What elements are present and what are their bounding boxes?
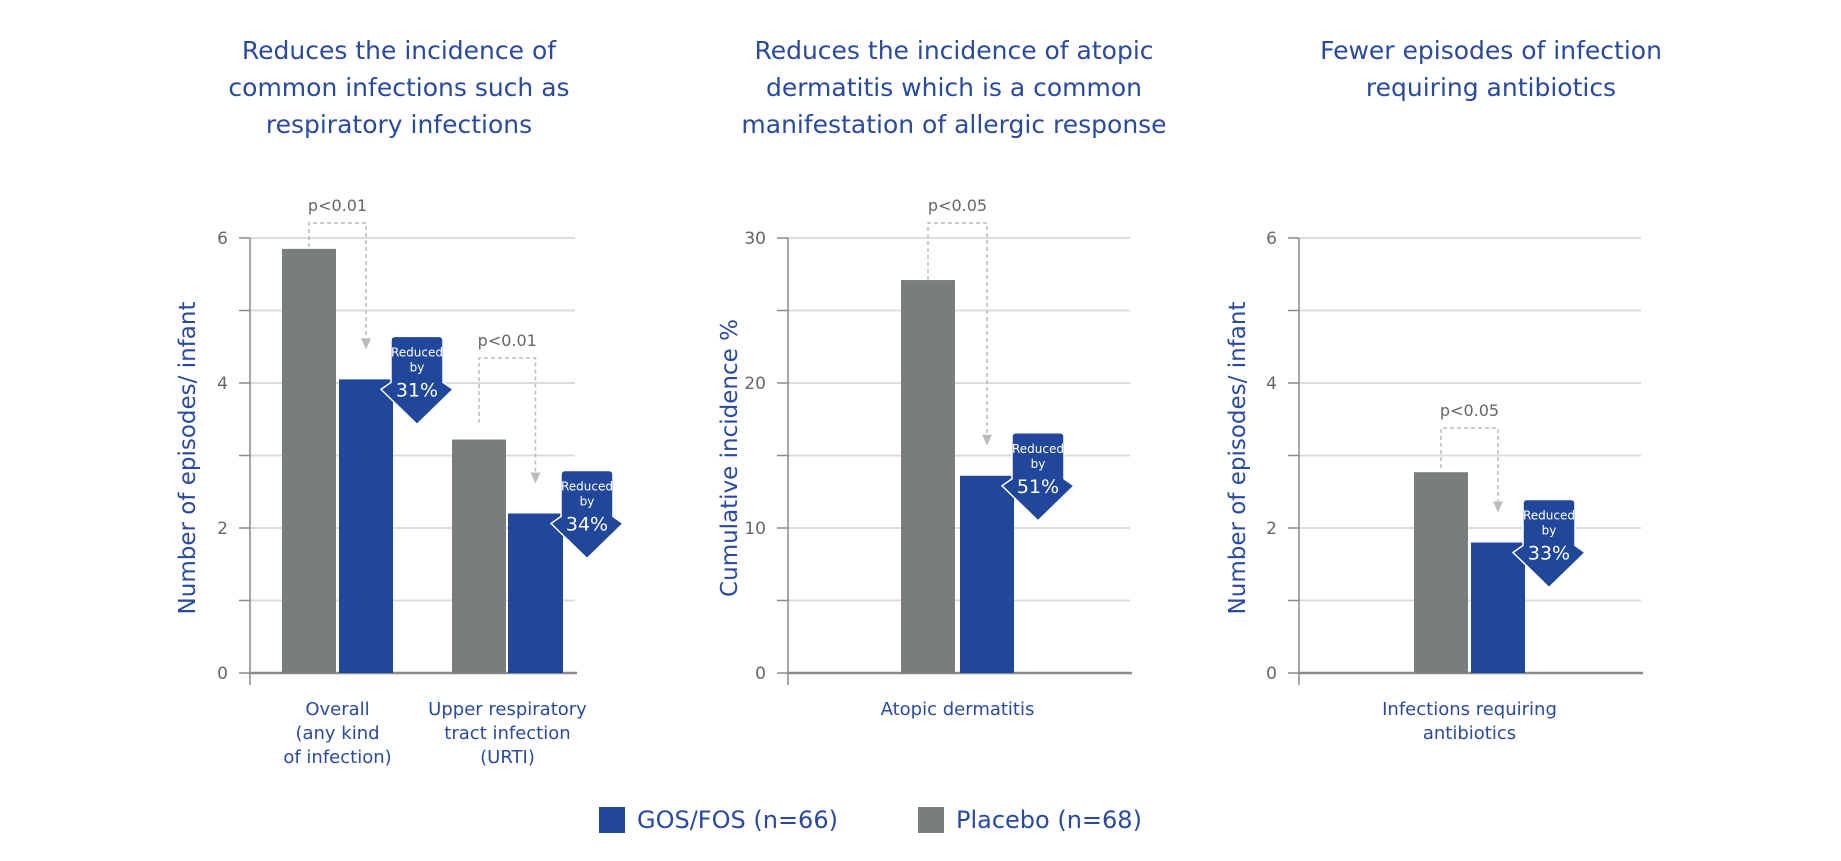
y-tick-label: 0 — [755, 664, 766, 684]
bar-gos — [508, 513, 563, 673]
bracket-arrowhead — [1493, 501, 1503, 513]
badge-text: by — [1542, 524, 1557, 538]
p-value-label: p<0.05 — [928, 196, 987, 215]
y-tick-label: 4 — [217, 374, 228, 394]
bar-gos — [339, 379, 393, 673]
chart-title: Reduces the incidence of common infection… — [139, 32, 659, 143]
y-axis-label: Number of episodes/ infant — [175, 301, 201, 615]
chart-title-line: Reduces the incidence of atopic — [754, 36, 1154, 65]
p-value-bracket — [478, 357, 537, 479]
chart-title-line: common infections such as — [228, 73, 570, 102]
p-value-bracket — [308, 222, 367, 345]
chart-title-line: dermatitis which is a common — [765, 73, 1143, 102]
chart-title-line: Fewer episodes of infection — [1320, 36, 1662, 65]
category-label: Overall (any kind of infection) — [283, 698, 391, 770]
legend-label-placebo: Placebo (n=68) — [956, 806, 1142, 834]
bracket-arrowhead — [530, 472, 541, 484]
category-label-line: Overall — [305, 699, 370, 720]
bracket-arrowhead — [982, 434, 992, 446]
legend-label-gos: GOS/FOS (n=66) — [637, 806, 838, 834]
badge-text: by — [410, 360, 425, 374]
y-tick-label: 30 — [744, 229, 766, 249]
chart-title: Reduces the incidence of atopic dermatiti… — [694, 32, 1214, 143]
bar-placebo — [452, 439, 506, 673]
badge-text: by — [580, 495, 595, 509]
badge-text: 31% — [396, 379, 438, 401]
bar-gos — [1471, 542, 1525, 673]
reduction-arrow-badge — [549, 469, 625, 560]
category-label: Infections requiring antibiotics — [1382, 698, 1557, 746]
reduction-arrow-badge — [379, 335, 455, 426]
legend-swatch-gos — [599, 807, 625, 833]
p-value-label: p<0.05 — [1440, 401, 1499, 420]
y-tick-label: 10 — [744, 519, 766, 539]
y-tick-label: 4 — [1266, 374, 1277, 394]
bar-placebo — [282, 248, 336, 673]
p-value-bracket — [927, 222, 988, 441]
bracket-arrowhead — [361, 338, 371, 350]
reduction-arrow-badge — [1511, 498, 1587, 589]
p-value-label: p<0.01 — [478, 331, 537, 350]
reduction-arrow-badge — [1000, 432, 1076, 522]
category-label-line: tract infection — [444, 723, 571, 744]
p-value-label: p<0.01 — [308, 196, 367, 215]
category-label: Atopic dermatitis — [881, 698, 1035, 722]
bar-gos — [960, 475, 1014, 673]
y-tick-label: 0 — [217, 664, 228, 684]
y-axis-label: Cumulative incidence % — [717, 319, 743, 597]
y-tick-label: 20 — [744, 374, 766, 394]
bar-placebo — [1414, 472, 1468, 673]
y-tick-label: 2 — [217, 519, 228, 539]
category-label-line: Atopic dermatitis — [880, 699, 1035, 720]
badge-text: 34% — [566, 514, 608, 536]
p-value-bracket — [1440, 427, 1499, 508]
badge-text: 33% — [1528, 543, 1570, 565]
y-tick-label: 6 — [1266, 229, 1277, 249]
category-label: Upper respiratory tract infection (URTI) — [428, 698, 587, 770]
chart-title: Fewer episodes of infection requiring ant… — [1231, 32, 1751, 106]
category-label-line: antibiotics — [1422, 723, 1517, 744]
badge-text: Reduced — [1012, 442, 1064, 456]
y-axis-label: Number of episodes/ infant — [1225, 301, 1251, 615]
badge-text: Reduced — [391, 345, 443, 359]
badge-text: by — [1031, 457, 1046, 471]
badge-text: Reduced — [1523, 509, 1575, 523]
y-tick-label: 6 — [217, 229, 228, 249]
chart-title-line: Reduces the incidence of — [241, 36, 557, 65]
y-tick-label: 0 — [1266, 664, 1277, 684]
category-label-line: (URTI) — [480, 747, 535, 768]
legend-swatch-placebo — [918, 807, 944, 833]
badge-text: 51% — [1017, 476, 1059, 498]
legend-placebo: Placebo (n=68) — [918, 806, 1142, 834]
badge-text: Reduced — [561, 480, 613, 494]
chart-title-line: respiratory infections — [265, 110, 533, 139]
chart-title-line: manifestation of allergic response — [741, 110, 1167, 139]
legend-gos: GOS/FOS (n=66) — [599, 806, 838, 834]
bar-placebo — [901, 280, 955, 673]
chart-title-line: requiring antibiotics — [1365, 73, 1617, 102]
category-label-line: Upper respiratory — [428, 699, 587, 720]
category-label-line: Infections requiring — [1382, 699, 1557, 720]
category-label-line: of infection) — [283, 747, 392, 768]
y-tick-label: 2 — [1266, 519, 1277, 539]
category-label-line: (any kind — [295, 723, 380, 744]
